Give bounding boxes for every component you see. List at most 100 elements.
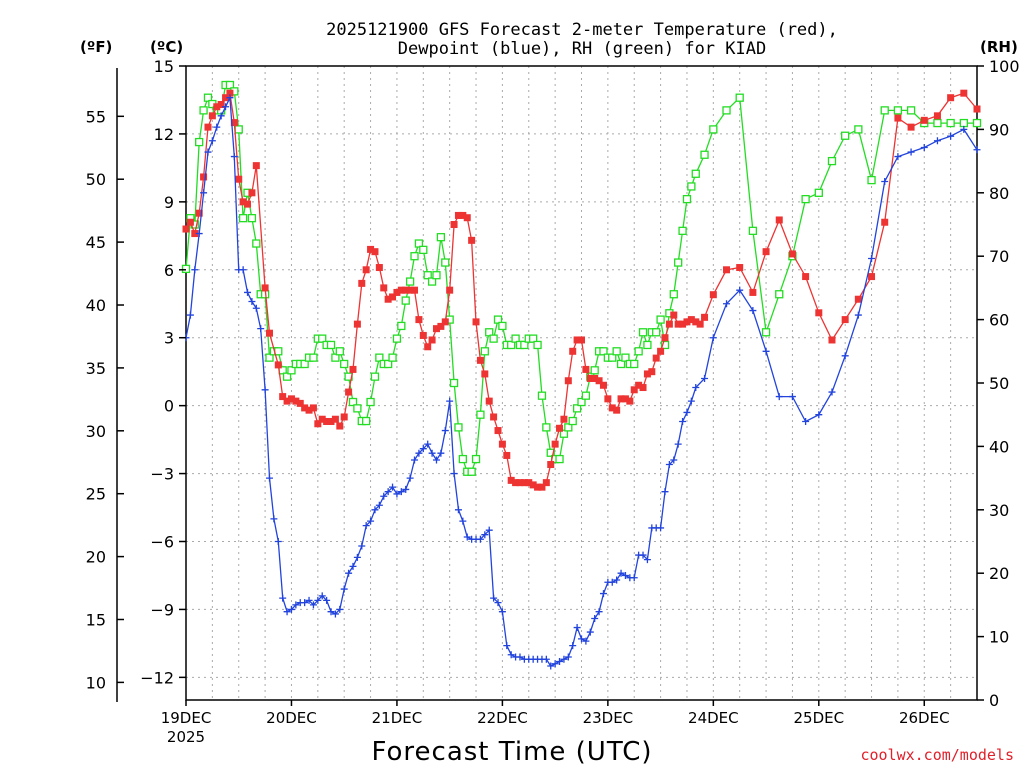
temperature-point	[371, 248, 379, 256]
temperature-point	[762, 248, 770, 256]
dewpoint-point	[406, 474, 414, 482]
temperature-point	[841, 316, 849, 324]
tick-labels: 15129630−3−6−9−1255504540353025201510100…	[86, 57, 1020, 746]
rh-point	[638, 328, 648, 337]
dewpoint-point	[894, 153, 902, 161]
fahrenheit-tick-label: 35	[86, 359, 106, 378]
dewpoint-point	[424, 440, 432, 448]
dewpoint-point	[960, 125, 968, 133]
rh-point	[252, 239, 261, 248]
rh-point	[581, 391, 591, 400]
rh-point	[735, 93, 744, 102]
temperature-point	[828, 336, 836, 344]
dewpoint-point	[331, 610, 339, 618]
temperature-point	[345, 388, 353, 396]
rh-point	[388, 353, 397, 362]
series-layer	[181, 80, 982, 670]
dewpoint-point	[450, 470, 458, 478]
temperature-point	[419, 331, 427, 339]
dewpoint-point	[802, 417, 810, 425]
temperature-point	[569, 347, 577, 355]
temperature-point	[512, 479, 520, 487]
dewpoint-point	[683, 408, 691, 416]
dewpoint-point	[547, 662, 555, 670]
dewpoint-point	[208, 137, 216, 145]
x-tick-label: 25DEC	[794, 709, 845, 727]
axes	[116, 65, 978, 702]
temperature-line	[185, 91, 978, 488]
rh-point	[454, 423, 463, 432]
temperature-point	[287, 395, 295, 403]
temperature-point	[947, 94, 955, 102]
temperature-point	[468, 236, 476, 244]
temperature-point	[481, 370, 489, 378]
x-axis-label: Forecast Time (UTC)	[371, 737, 652, 767]
dewpoint-point	[191, 266, 199, 274]
temperature-point	[894, 114, 902, 122]
rh-tick-label: 60	[989, 311, 1009, 330]
temperature-point	[881, 218, 889, 226]
rh-point	[265, 353, 274, 362]
temperature-point	[802, 273, 810, 281]
temperature-point	[490, 413, 498, 421]
temperature-point	[318, 415, 326, 423]
dewpoint-point	[657, 524, 665, 532]
temperature-point	[854, 295, 862, 303]
dewpoint-point	[868, 254, 876, 262]
temperature-point	[309, 404, 317, 412]
dewpoint-point	[222, 103, 230, 111]
unit-label-fahrenheit: (ºF)	[80, 38, 112, 56]
temperature-point	[323, 417, 331, 425]
temperature-point	[626, 397, 634, 405]
rh-point	[559, 429, 569, 438]
celsius-tick-label: −12	[140, 668, 174, 687]
dewpoint-point	[692, 384, 700, 392]
dewpoint-point	[375, 501, 383, 509]
temperature-point	[208, 112, 216, 120]
temperature-point	[336, 422, 344, 430]
dewpoint-point	[556, 658, 564, 666]
temperature-point	[933, 112, 941, 120]
temperature-point	[327, 417, 335, 425]
temperature-point	[617, 395, 625, 403]
rh-point	[669, 290, 678, 299]
temperature-point	[613, 406, 621, 414]
dewpoint-point	[608, 578, 616, 586]
dewpoint-point	[841, 352, 849, 360]
dewpoint-point	[200, 189, 208, 197]
temperature-point	[529, 481, 537, 489]
temperature-point	[393, 288, 401, 296]
dewpoint-point	[389, 483, 397, 491]
temperature-point	[437, 322, 445, 330]
dewpoint-point	[665, 461, 673, 469]
rh-point	[366, 397, 375, 407]
gridlines	[186, 65, 977, 700]
rh-point	[537, 391, 547, 400]
dewpoint-point	[345, 569, 353, 577]
dewpoint-point	[419, 445, 427, 453]
temperature-point	[538, 483, 546, 491]
dewpoint-point	[854, 311, 862, 319]
temperature-point	[472, 318, 480, 326]
celsius-tick-label: 6	[164, 261, 174, 280]
rh-point	[652, 328, 661, 337]
dewpoint-point	[582, 637, 590, 645]
rh-point	[309, 353, 318, 362]
rh-point	[335, 347, 344, 356]
x-tick-label: 21DEC	[372, 709, 423, 727]
temperature-point	[573, 336, 581, 344]
temperature-point	[586, 374, 594, 382]
dewpoint-point	[327, 608, 335, 616]
x-tick-label: 22DEC	[477, 709, 528, 727]
dewpoint-point	[411, 456, 419, 464]
rh-point	[199, 106, 208, 115]
temperature-point	[608, 404, 616, 412]
celsius-tick-label: −6	[150, 533, 174, 552]
dewpoint-point	[595, 608, 603, 616]
dewpoint-point	[586, 628, 594, 636]
temperature-point	[353, 320, 361, 328]
temperature-point	[384, 295, 392, 303]
fahrenheit-tick-label: 30	[86, 422, 106, 441]
rh-point	[880, 106, 889, 115]
